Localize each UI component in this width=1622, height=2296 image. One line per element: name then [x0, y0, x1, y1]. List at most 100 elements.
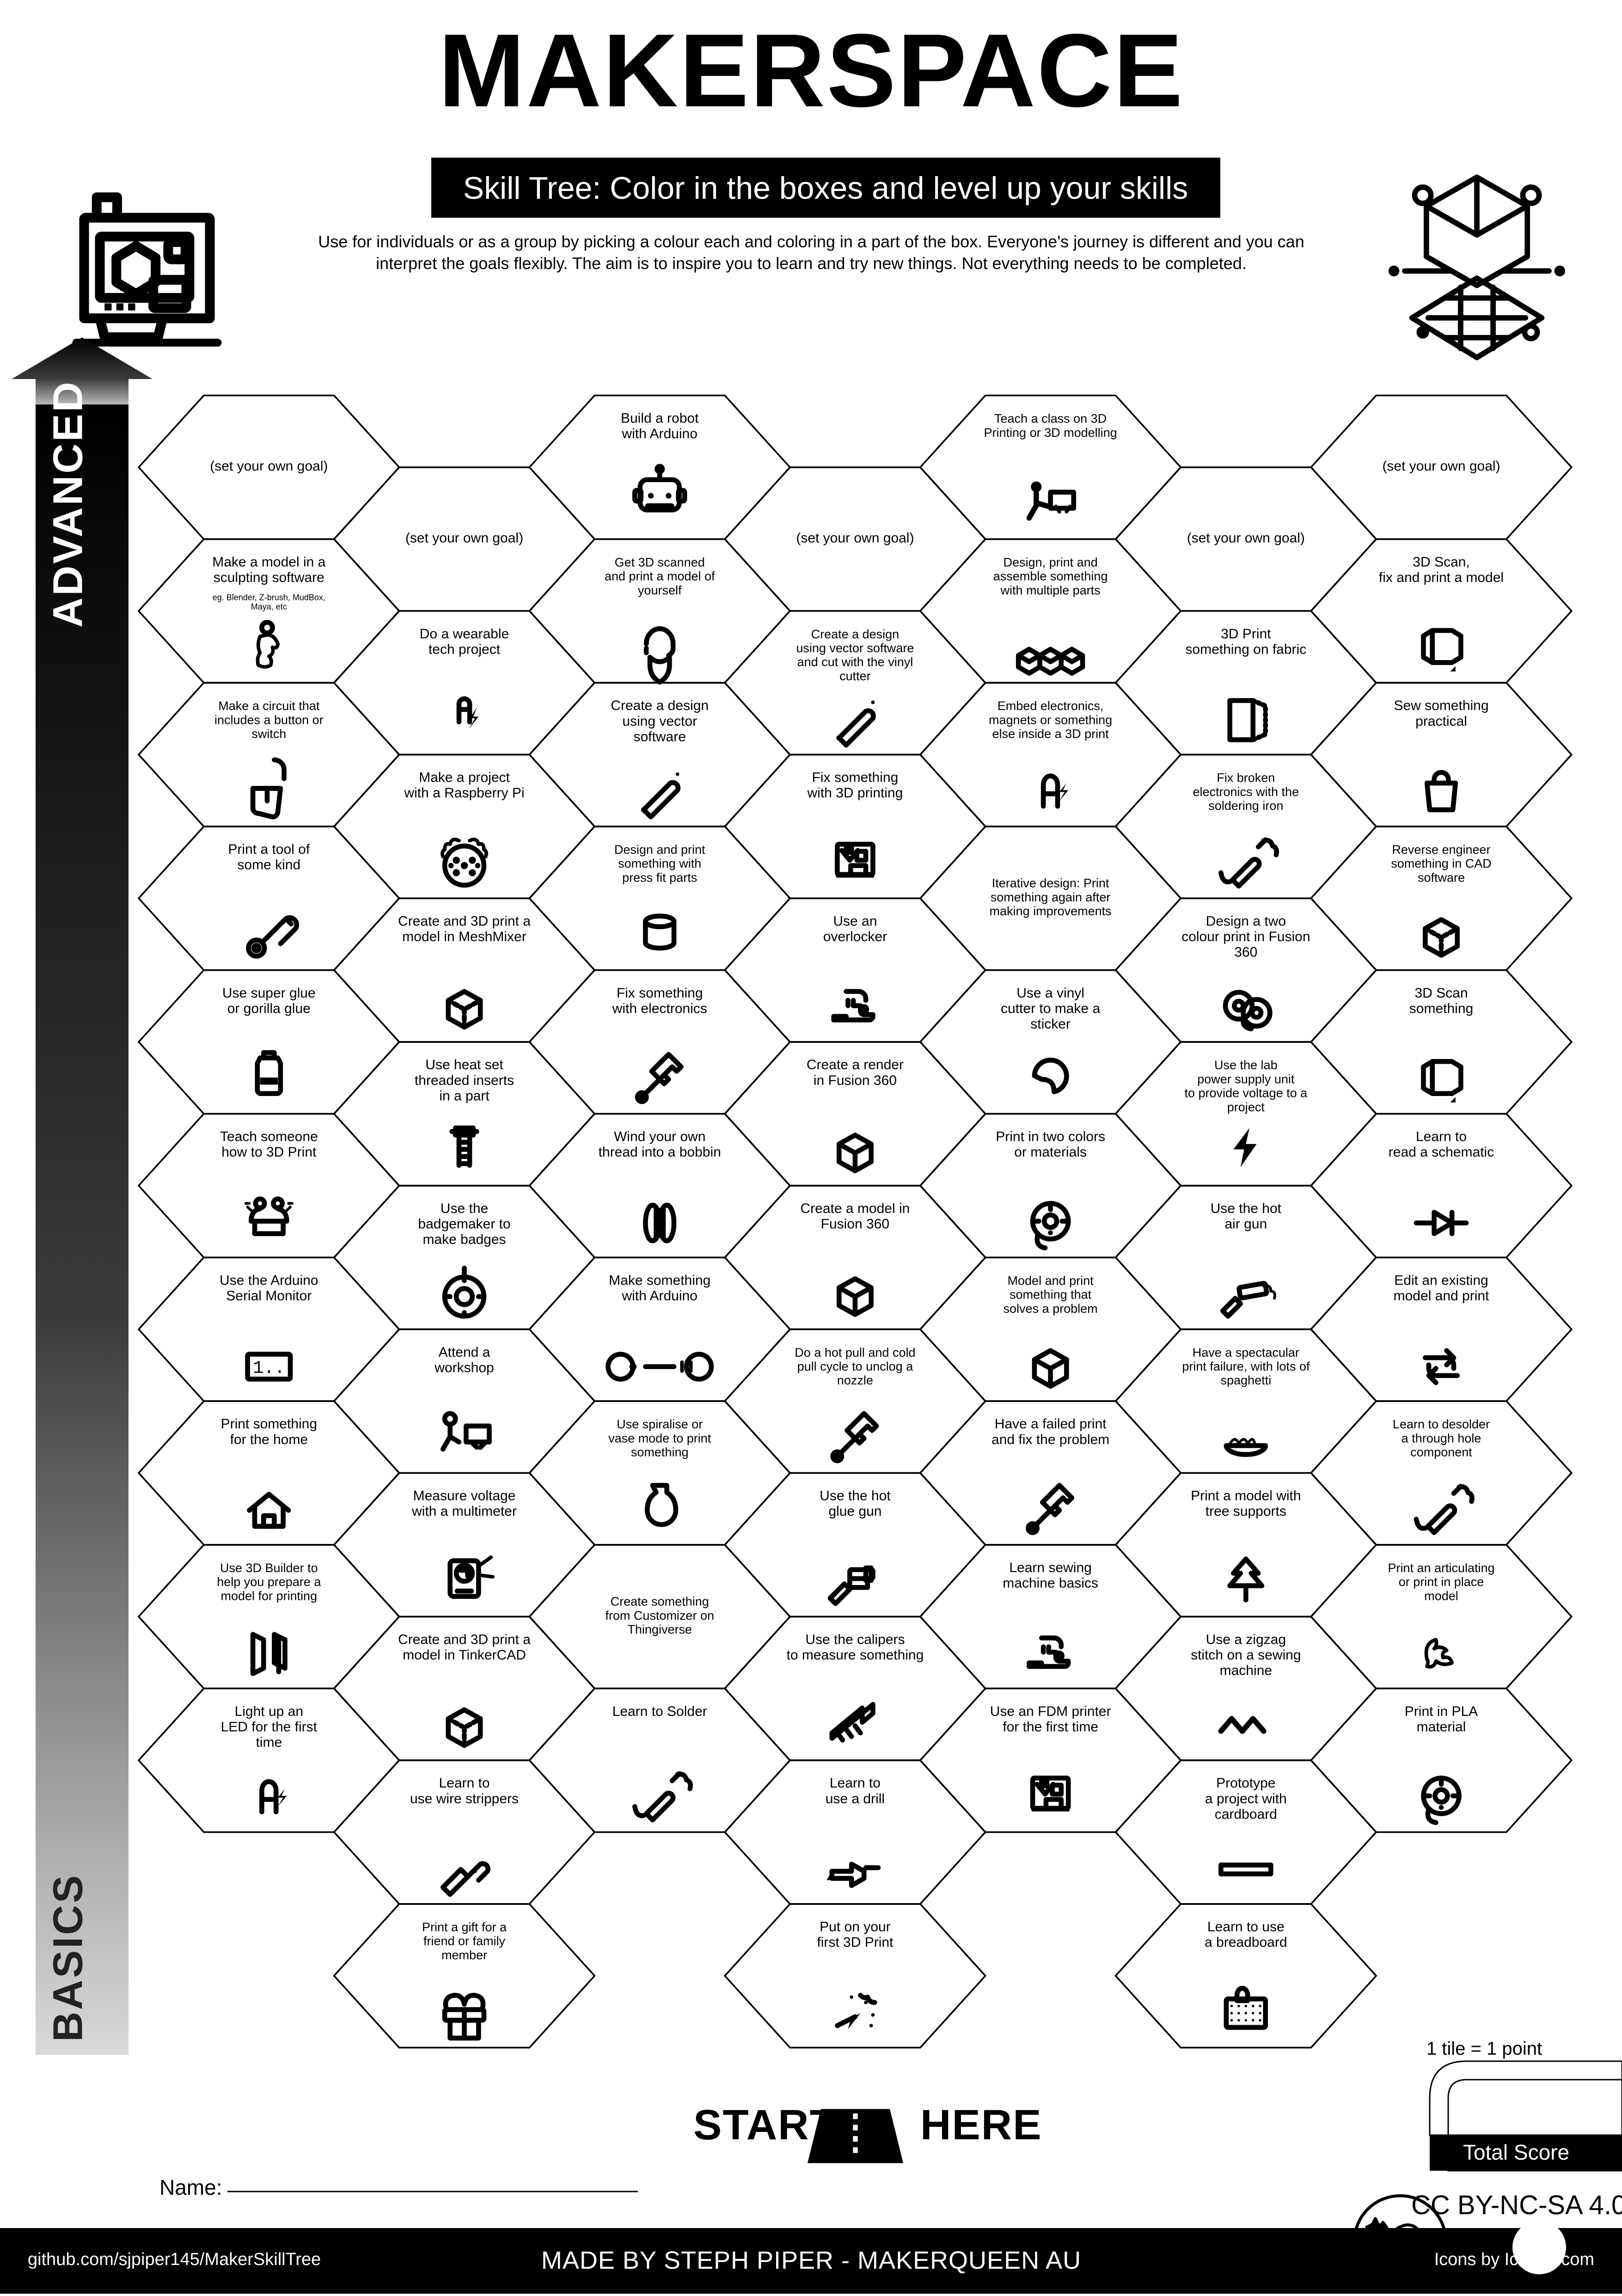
svg-text:model and print: model and print	[1394, 1288, 1489, 1304]
svg-text:Use the Arduino: Use the Arduino	[220, 1273, 318, 1288]
svg-text:model for printing: model for printing	[220, 1589, 317, 1603]
svg-text:glue gun: glue gun	[828, 1504, 881, 1519]
svg-text:Design a two: Design a two	[1206, 913, 1286, 929]
svg-text:github.com/sjpiper145/MakerSki: github.com/sjpiper145/MakerSkillTree	[28, 2250, 321, 2269]
svg-text:Attend a: Attend a	[439, 1345, 490, 1360]
svg-text:use a drill: use a drill	[826, 1791, 885, 1806]
svg-text:to measure something: to measure something	[786, 1647, 924, 1663]
svg-text:how to 3D Print: how to 3D Print	[221, 1145, 317, 1160]
svg-text:Learn sewing: Learn sewing	[1009, 1560, 1091, 1575]
svg-text:1 tile = 1 point: 1 tile = 1 point	[1426, 2039, 1542, 2059]
svg-text:using vector software: using vector software	[796, 641, 914, 655]
svg-text:something on fabric: something on fabric	[1185, 642, 1306, 657]
svg-text:for the home: for the home	[230, 1432, 308, 1447]
svg-text:Sew something: Sew something	[1394, 698, 1488, 713]
svg-text:Print a gift for a: Print a gift for a	[422, 1920, 507, 1934]
svg-text:and print a model of: and print a model of	[605, 569, 715, 583]
svg-text:eg. Blender, Z-brush, MudBox,: eg. Blender, Z-brush, MudBox,	[213, 593, 325, 602]
svg-text:Create a model in: Create a model in	[801, 1201, 910, 1216]
svg-text:Learn to desolder: Learn to desolder	[1393, 1417, 1490, 1431]
svg-text:HERE: HERE	[920, 2101, 1042, 2149]
svg-text:spaghetti: spaghetti	[1221, 1373, 1272, 1387]
svg-text:Have a spectacular: Have a spectacular	[1193, 1346, 1299, 1359]
svg-text:fix and print a model: fix and print a model	[1379, 570, 1504, 585]
svg-text:Use heat set: Use heat set	[425, 1057, 503, 1072]
svg-text:a project with: a project with	[1205, 1791, 1287, 1806]
svg-text:Use super glue: Use super glue	[222, 986, 316, 1001]
svg-text:Iterative design: Print: Iterative design: Print	[992, 876, 1109, 890]
svg-text:something that: something that	[1010, 1288, 1092, 1302]
svg-text:Learn to: Learn to	[439, 1776, 490, 1791]
svg-text:something: something	[631, 1445, 689, 1459]
svg-text:Embed electronics,: Embed electronics,	[998, 699, 1104, 713]
svg-text:Measure voltage: Measure voltage	[413, 1488, 516, 1504]
svg-text:machine: machine	[1220, 1663, 1272, 1678]
svg-text:else inside a 3D print: else inside a 3D print	[992, 727, 1109, 741]
svg-text:Skill Tree: Color in the boxe: Skill Tree: Color in the boxes and level…	[463, 171, 1188, 206]
svg-text:friend or family: friend or family	[423, 1934, 506, 1948]
svg-text:Build a robot: Build a robot	[621, 411, 699, 426]
svg-text:help you prepare a: help you prepare a	[217, 1575, 321, 1589]
svg-text:magnets or something: magnets or something	[989, 713, 1112, 727]
svg-text:Have a failed print: Have a failed print	[995, 1416, 1107, 1432]
svg-text:Create a design: Create a design	[811, 627, 900, 641]
svg-text:make badges: make badges	[422, 1232, 506, 1247]
svg-text:Learn to Solder: Learn to Solder	[612, 1704, 707, 1719]
svg-text:Use a vinyl: Use a vinyl	[1016, 986, 1084, 1001]
svg-text:first 3D Print: first 3D Print	[817, 1935, 894, 1950]
svg-text:soldering iron: soldering iron	[1208, 799, 1283, 813]
svg-text:for the first time: for the first time	[1003, 1719, 1098, 1734]
svg-text:power supply unit: power supply unit	[1197, 1072, 1295, 1086]
svg-text:CC BY-NC-SA 4.0: CC BY-NC-SA 4.0	[1411, 2190, 1622, 2220]
svg-text:Use an FDM printer: Use an FDM printer	[990, 1704, 1111, 1719]
svg-text:Use a zigzag: Use a zigzag	[1206, 1632, 1286, 1647]
svg-text:assemble something: assemble something	[993, 569, 1108, 583]
svg-text:Model and print: Model and print	[1008, 1274, 1094, 1287]
svg-text:Design, print and: Design, print and	[1004, 555, 1098, 569]
svg-text:Fix broken: Fix broken	[1217, 771, 1275, 785]
svg-text:Create and 3D print a: Create and 3D print a	[398, 913, 531, 929]
svg-text:Use 3D Builder to: Use 3D Builder to	[220, 1561, 318, 1575]
svg-text:Fusion 360: Fusion 360	[821, 1217, 889, 1232]
svg-text:Use spiralise or: Use spiralise or	[617, 1417, 703, 1431]
svg-text:ADVANCED: ADVANCED	[45, 380, 92, 627]
svg-text:project: project	[1227, 1100, 1265, 1114]
svg-text:(set your own goal): (set your own goal)	[1187, 531, 1305, 546]
svg-text:Use an: Use an	[833, 913, 877, 929]
svg-text:model in TinkerCAD: model in TinkerCAD	[403, 1647, 526, 1663]
svg-text:and fix the problem: and fix the problem	[992, 1432, 1109, 1447]
svg-text:Serial Monitor: Serial Monitor	[226, 1288, 312, 1304]
svg-text:Fix something: Fix something	[812, 770, 899, 785]
svg-text:with electronics: with electronics	[612, 1001, 707, 1016]
svg-text:Make a project: Make a project	[419, 770, 510, 785]
svg-text:or gorilla glue: or gorilla glue	[227, 1001, 311, 1016]
svg-text:a breadboard: a breadboard	[1205, 1935, 1287, 1950]
svg-text:threaded inserts: threaded inserts	[415, 1073, 514, 1088]
svg-text:Print in PLA: Print in PLA	[1405, 1704, 1478, 1719]
svg-text:Use the lab: Use the lab	[1214, 1058, 1278, 1072]
svg-text:press fit parts: press fit parts	[622, 870, 697, 884]
svg-text:Create a render: Create a render	[807, 1057, 904, 1072]
svg-text:Make a circuit that: Make a circuit that	[218, 699, 320, 713]
svg-text:member: member	[441, 1948, 487, 1962]
svg-text:Print a model with: Print a model with	[1191, 1488, 1301, 1504]
svg-text:Do a wearable: Do a wearable	[420, 626, 509, 642]
svg-text:model in MeshMixer: model in MeshMixer	[402, 929, 526, 944]
svg-text:with 3D printing: with 3D printing	[807, 785, 903, 801]
svg-text:tree supports: tree supports	[1206, 1504, 1286, 1519]
svg-text:Teach a class on 3D: Teach a class on 3D	[994, 412, 1107, 426]
svg-text:component: component	[1410, 1445, 1472, 1459]
svg-text:something again after: something again after	[991, 890, 1111, 904]
svg-text:tech project: tech project	[428, 642, 501, 657]
svg-text:something with: something with	[618, 857, 701, 870]
svg-text:3D Scan,: 3D Scan,	[1413, 554, 1469, 569]
svg-text:Do a hot pull and cold: Do a hot pull and cold	[795, 1346, 915, 1359]
svg-text:Reverse engineer: Reverse engineer	[1392, 843, 1490, 857]
svg-text:(set your own goal): (set your own goal)	[405, 531, 523, 546]
svg-text:print failure, with lots of: print failure, with lots of	[1182, 1359, 1310, 1373]
svg-text:badgemaker to: badgemaker to	[418, 1217, 510, 1232]
svg-text:includes a button or: includes a button or	[214, 713, 324, 727]
svg-text:LED for the first: LED for the first	[221, 1719, 318, 1734]
svg-text:workshop: workshop	[434, 1360, 494, 1375]
svg-text:a through hole: a through hole	[1402, 1431, 1481, 1445]
